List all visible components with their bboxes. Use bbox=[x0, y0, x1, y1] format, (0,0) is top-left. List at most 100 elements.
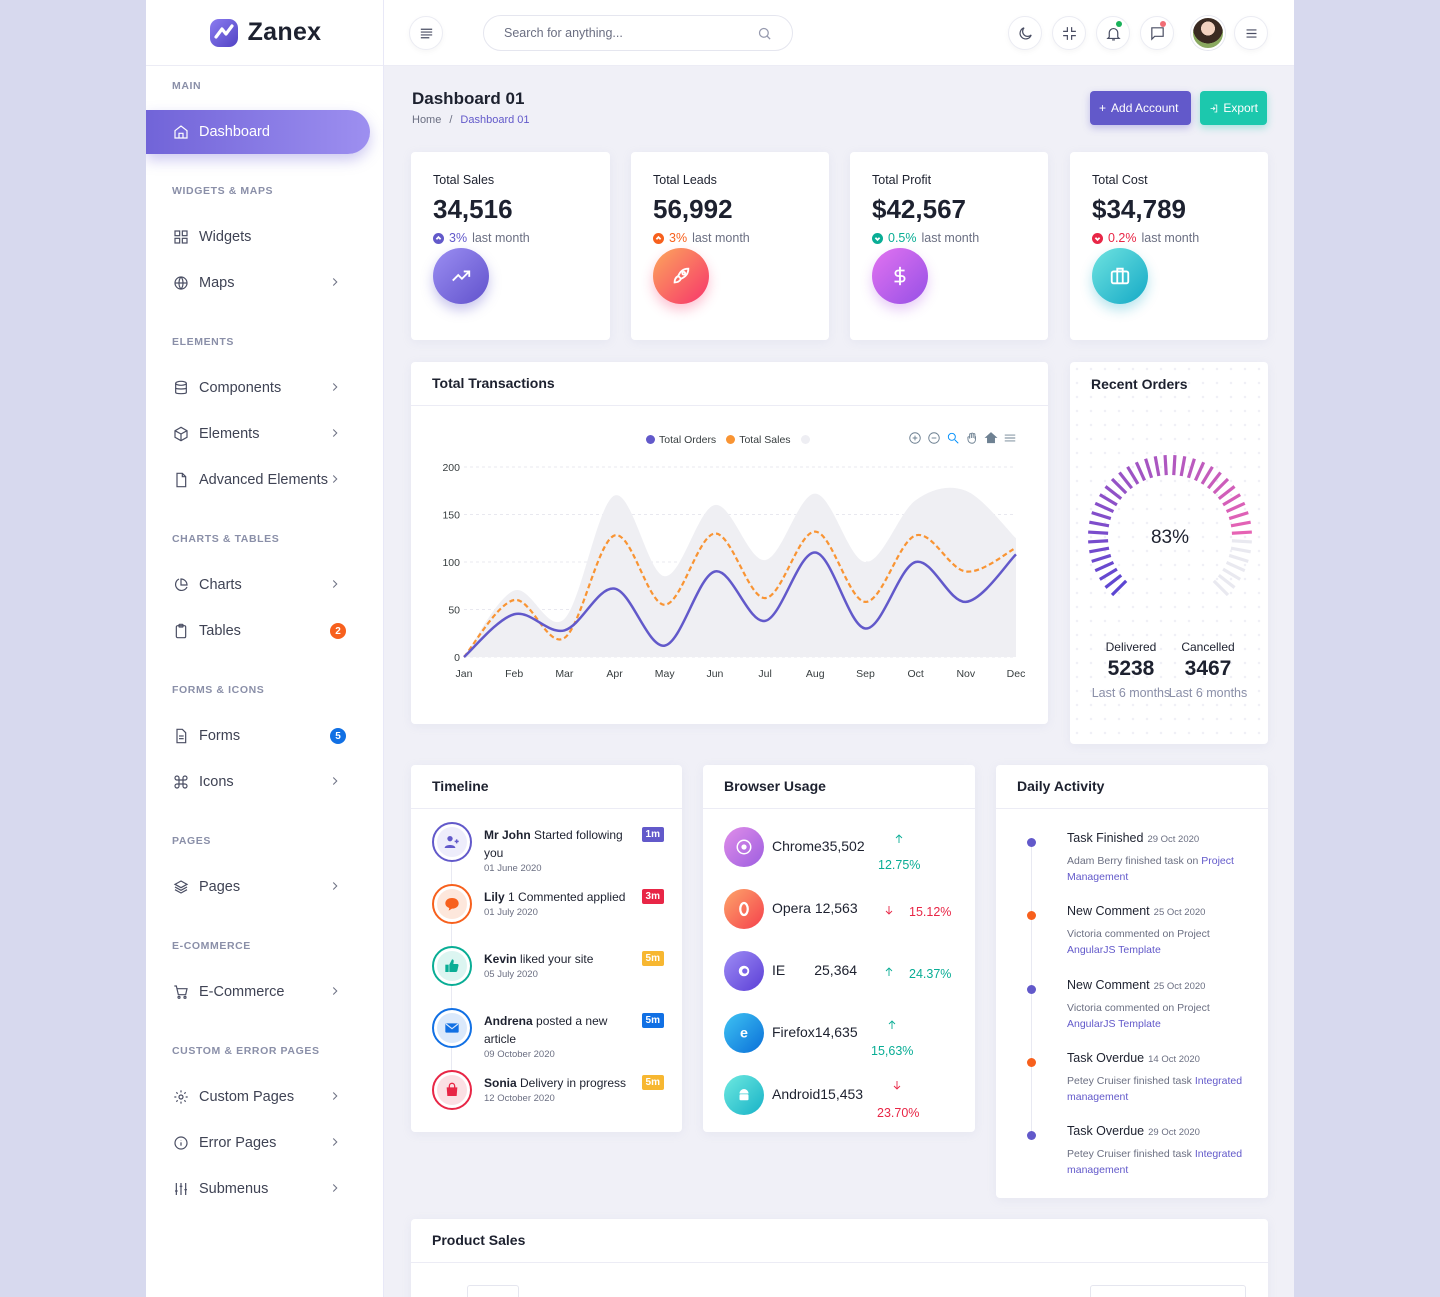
sidebar-item-label: Custom Pages bbox=[199, 1089, 295, 1105]
timeline-icon-wrap bbox=[432, 822, 472, 862]
legend-item-orders[interactable]: Total Orders bbox=[646, 434, 716, 446]
entries-select[interactable] bbox=[467, 1285, 519, 1297]
stat-card-total-cost: Total Cost $34,789 0.2% last month bbox=[1070, 152, 1268, 340]
info-icon bbox=[173, 1135, 189, 1151]
activity-title: Task Finished bbox=[1067, 831, 1144, 845]
chrome-icon bbox=[724, 827, 764, 867]
mail-icon bbox=[445, 1023, 459, 1033]
legend-item-blank[interactable] bbox=[800, 434, 814, 446]
activity-item[interactable]: Task Finished 29 Oct 2020 Adam Berry fini… bbox=[1017, 831, 1257, 887]
gauge-tick bbox=[1104, 485, 1123, 501]
sidebar-toggle-button[interactable] bbox=[409, 16, 443, 50]
sidebar-item-label: Icons bbox=[199, 774, 234, 790]
rocket-icon bbox=[653, 248, 709, 304]
search-icon[interactable] bbox=[757, 26, 772, 41]
timeline-item[interactable]: Kevin liked your site 05 July 2020 5m bbox=[432, 946, 664, 996]
sidebar-item-maps[interactable]: Maps bbox=[146, 261, 370, 305]
sidebar-item-elements[interactable]: Elements bbox=[146, 412, 370, 456]
sidebar-item-label: Error Pages bbox=[199, 1135, 277, 1151]
sidebar-item-error-pages[interactable]: Error Pages bbox=[146, 1121, 370, 1165]
browser-row-opera: Opera 12,563 15.12% bbox=[724, 889, 960, 929]
sidebar-item-widgets[interactable]: Widgets bbox=[146, 215, 370, 259]
timeline-item[interactable]: Sonia Delivery in progress 12 October 202… bbox=[432, 1070, 664, 1120]
stat-value: $42,567 bbox=[872, 194, 966, 224]
timeline-badge: 5m bbox=[641, 1075, 664, 1090]
sidebar-category-pages: Pages bbox=[172, 835, 211, 847]
search-bar[interactable] bbox=[483, 15, 793, 51]
sidebar-item-icons[interactable]: Icons bbox=[146, 760, 370, 804]
table-search-input[interactable] bbox=[1090, 1285, 1246, 1297]
y-tick-label: 100 bbox=[442, 557, 460, 569]
gauge-tick bbox=[1231, 530, 1252, 535]
edge-icon: e bbox=[724, 1013, 764, 1053]
legend-label: Total Orders bbox=[659, 434, 717, 446]
sidebar-item-components[interactable]: Components bbox=[146, 366, 370, 410]
messages-button[interactable] bbox=[1140, 16, 1174, 50]
activity-link[interactable]: Integrated management bbox=[1067, 1075, 1243, 1103]
sidebar-item-submenus[interactable]: Submenus bbox=[146, 1167, 370, 1211]
activity-item[interactable]: Task Overdue 29 Oct 2020 Petey Cruiser fi… bbox=[1017, 1124, 1257, 1180]
message-icon bbox=[445, 898, 459, 911]
brand-logo[interactable]: Zanex bbox=[146, 0, 383, 66]
timeline-item[interactable]: Mr John Started following you 01 June 202… bbox=[432, 822, 664, 874]
legend-item-sales[interactable]: Total Sales bbox=[726, 434, 791, 446]
gauge-tick bbox=[1110, 579, 1128, 597]
chevron-down-icon bbox=[872, 232, 883, 244]
chevron-right-icon bbox=[328, 577, 342, 591]
activity-link[interactable]: Project Management bbox=[1067, 855, 1234, 883]
zoom-in-icon[interactable] bbox=[908, 431, 922, 445]
cancelled-label: Cancelled bbox=[1181, 640, 1235, 654]
svg-text:e: e bbox=[740, 1026, 748, 1042]
card-title: Timeline bbox=[411, 765, 682, 809]
activity-link[interactable]: AngularJS Template bbox=[1067, 1018, 1161, 1030]
stat-change-suffix: last month bbox=[1141, 231, 1200, 245]
user-avatar[interactable] bbox=[1191, 16, 1225, 50]
activity-item[interactable]: Task Overdue 14 Oct 2020 Petey Cruiser fi… bbox=[1017, 1051, 1257, 1107]
breadcrumb-home[interactable]: Home bbox=[412, 114, 442, 126]
sidebar-item-pages[interactable]: Pages bbox=[146, 865, 370, 909]
add-account-button[interactable]: + Add Account bbox=[1090, 91, 1191, 125]
forms-count-badge: 5 bbox=[330, 728, 346, 744]
user-plus-icon bbox=[444, 836, 459, 848]
search-input[interactable] bbox=[504, 26, 744, 40]
timeline-action: posted a new article bbox=[484, 1014, 608, 1046]
activity-link[interactable]: Integrated management bbox=[1067, 1148, 1243, 1176]
dark-mode-button[interactable] bbox=[1008, 16, 1042, 50]
activity-item[interactable]: New Comment 25 Oct 2020 Victoria commente… bbox=[1017, 978, 1257, 1034]
home-reset-icon[interactable] bbox=[984, 431, 998, 445]
trending-up-icon bbox=[433, 248, 489, 304]
sidebar-item-advanced-elements[interactable]: Advanced Elements bbox=[146, 458, 370, 502]
pan-hand-icon[interactable] bbox=[965, 431, 979, 445]
sidebar-item-custom-pages[interactable]: Custom Pages bbox=[146, 1075, 370, 1119]
magnify-icon[interactable] bbox=[946, 431, 960, 445]
activity-link[interactable]: AngularJS Template bbox=[1067, 944, 1161, 956]
sidebar-item-forms[interactable]: Forms 5 bbox=[146, 714, 370, 758]
timeline-item[interactable]: Lily 1 Commented applied 01 July 2020 3m bbox=[432, 884, 664, 934]
delivered-stat: Delivered 5238 Last 6 months bbox=[1091, 640, 1171, 702]
notifications-button[interactable] bbox=[1096, 16, 1130, 50]
stat-change-suffix: last month bbox=[921, 231, 980, 245]
activity-title-row: New Comment 25 Oct 2020 bbox=[1067, 978, 1205, 992]
activity-date: 25 Oct 2020 bbox=[1153, 907, 1206, 918]
sidebar-item-dashboard[interactable]: Dashboard bbox=[146, 110, 370, 154]
sidebar-item-tables[interactable]: Tables 2 bbox=[146, 609, 370, 653]
sidebar-item-ecommerce[interactable]: E-Commerce bbox=[146, 970, 370, 1014]
gauge-tick bbox=[1144, 458, 1154, 479]
timeline-text: Andrena posted a new article 09 October 2… bbox=[484, 1012, 629, 1062]
browser-percent: 23.70% bbox=[877, 1106, 920, 1120]
export-button[interactable]: Export bbox=[1200, 91, 1267, 125]
command-icon bbox=[173, 774, 189, 790]
timeline-badge: 1m bbox=[641, 827, 664, 842]
chevron-right-icon bbox=[328, 879, 342, 893]
chart-menu-icon[interactable] bbox=[1003, 431, 1017, 445]
browser-name: Chrome bbox=[772, 838, 822, 854]
chevron-right-icon bbox=[328, 1089, 342, 1103]
sidebar-item-label: Pages bbox=[199, 879, 241, 895]
activity-item[interactable]: New Comment 25 Oct 2020 Victoria commente… bbox=[1017, 904, 1257, 960]
timeline-item[interactable]: Andrena posted a new article 09 October 2… bbox=[432, 1008, 664, 1064]
activity-title-row: Task Finished 29 Oct 2020 bbox=[1067, 831, 1199, 845]
zoom-out-icon[interactable] bbox=[927, 431, 941, 445]
right-menu-button[interactable] bbox=[1234, 16, 1268, 50]
sidebar-item-charts[interactable]: Charts bbox=[146, 563, 370, 607]
fullscreen-button[interactable] bbox=[1052, 16, 1086, 50]
